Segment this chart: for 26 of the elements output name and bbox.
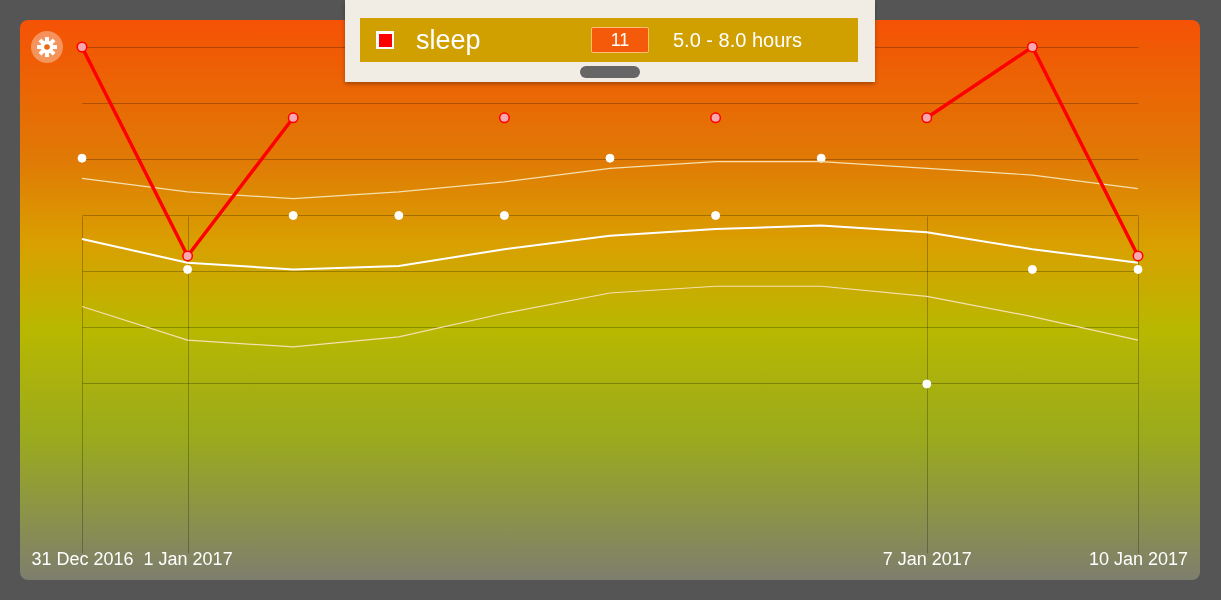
x-tick-label: 31 Dec 2016 [31, 548, 134, 569]
point [394, 211, 404, 220]
x-tick-label: 10 Jan 2017 [1088, 548, 1189, 569]
point [1026, 41, 1038, 53]
annotation: 5.0 - 8.0 hours [673, 28, 802, 52]
point [498, 112, 510, 124]
point [605, 153, 615, 163]
point [1133, 264, 1143, 274]
point [183, 264, 193, 274]
point [76, 41, 88, 53]
point [499, 211, 509, 220]
x-tick-label: 1 Jan 2017 [143, 548, 233, 569]
point [182, 250, 194, 262]
point [922, 379, 932, 389]
point [288, 211, 298, 220]
point [921, 112, 933, 124]
point [77, 153, 87, 163]
point [711, 211, 721, 220]
point [287, 112, 299, 124]
point [710, 112, 722, 124]
point [816, 153, 826, 163]
point [1027, 264, 1037, 274]
point [1132, 250, 1144, 262]
x-tick-label: 7 Jan 2017 [882, 548, 972, 569]
annotation: 11 [591, 27, 649, 53]
legend-label: sleep [416, 24, 482, 56]
